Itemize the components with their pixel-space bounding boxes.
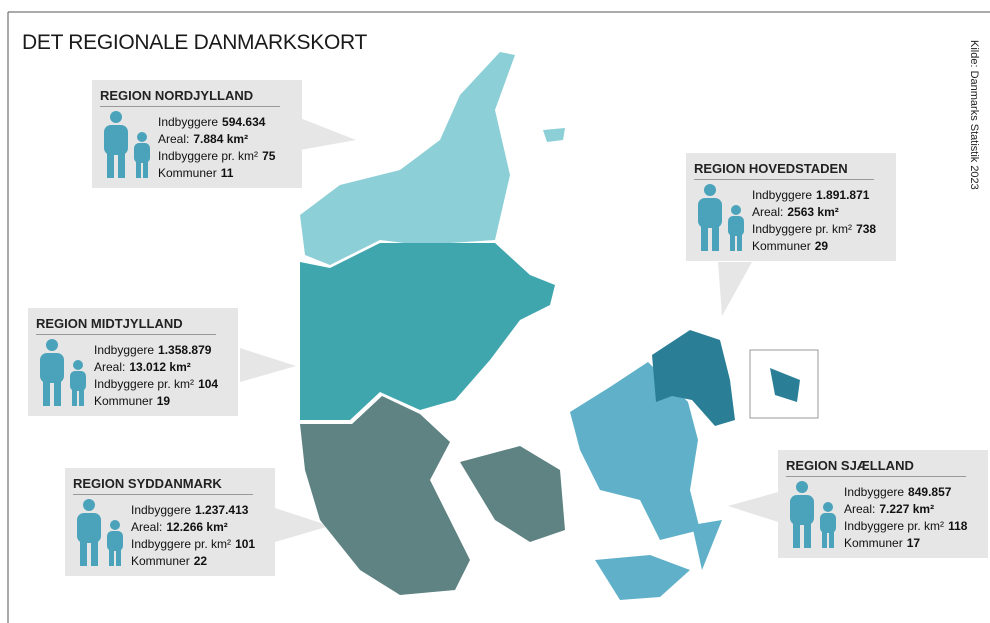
stat-label: Kommuner xyxy=(844,536,903,550)
stat-value: 11 xyxy=(220,166,234,180)
region-box: REGION SYDDANMARK Indbyggere 1.237.413 Area… xyxy=(65,468,275,576)
stat-label: Indbyggere pr. km² xyxy=(844,519,945,533)
stat-label: Indbyggere xyxy=(94,343,155,357)
stat-row: Kommuner 22 xyxy=(131,553,255,570)
stat-label: Indbyggere pr. km² xyxy=(158,149,259,163)
stat-value: 13.012 km² xyxy=(129,360,191,374)
stats: Indbyggere 1.891.871 Areal: 2563 km² Indbygg… xyxy=(752,187,876,255)
bornholm xyxy=(770,368,800,402)
stat-row: Indbyggere pr. km² 738 xyxy=(752,221,876,238)
stat-value: 104 xyxy=(198,377,219,391)
region-name: REGION NORDJYLLAND xyxy=(100,88,280,107)
stat-row: Indbyggere pr. km² 75 xyxy=(158,148,275,165)
stat-label: Areal: xyxy=(131,520,163,534)
stat-value: 12.266 km² xyxy=(166,520,228,534)
stat-value: 7.884 km² xyxy=(193,132,249,146)
source: Kilde: Danmarks Statistik 2023 xyxy=(968,40,980,190)
stat-value: 101 xyxy=(235,537,256,551)
stats: Indbyggere 594.634 Areal: 7.884 km² Indbygge… xyxy=(158,114,275,182)
stat-row: Areal: 13.012 km² xyxy=(94,359,218,376)
stat-value: 738 xyxy=(856,222,877,236)
region-name: REGION SYDDANMARK xyxy=(73,476,253,495)
stat-label: Indbyggere pr. km² xyxy=(131,537,232,551)
stat-row: Indbyggere pr. km² 101 xyxy=(131,536,255,553)
nordjylland xyxy=(300,52,565,265)
stat-row: Indbyggere pr. km² 104 xyxy=(94,376,218,393)
stat-label: Areal: xyxy=(158,132,190,146)
region-box: REGION NORDJYLLAND Indbyggere 594.634 Areal… xyxy=(92,80,302,188)
stat-label: Indbyggere xyxy=(844,485,905,499)
region-box: REGION MIDTJYLLAND Indbyggere 1.358.879 Are… xyxy=(28,308,238,416)
stats: Indbyggere 1.237.413 Areal: 12.266 km² Indby… xyxy=(131,502,255,570)
stat-value: 7.227 km² xyxy=(879,502,935,516)
region-box: REGION HOVEDSTADEN Indbyggere 1.891.871 Are… xyxy=(686,153,896,261)
stat-row: Areal: 7.884 km² xyxy=(158,131,275,148)
region-name: REGION MIDTJYLLAND xyxy=(36,316,216,335)
sjaelland xyxy=(570,362,722,600)
hovedstaden xyxy=(652,330,735,426)
stat-row: Indbyggere 1.358.879 xyxy=(94,342,218,359)
stat-value: 75 xyxy=(262,149,276,163)
stat-value: 118 xyxy=(948,519,968,533)
stat-label: Indbyggere pr. km² xyxy=(752,222,853,236)
stat-value: 22 xyxy=(193,554,208,568)
callouts xyxy=(240,118,778,542)
stats: Indbyggere 849.857 Areal: 7.227 km² Indbygge… xyxy=(844,484,967,552)
stat-value: 29 xyxy=(814,239,829,253)
person-icon xyxy=(698,184,744,251)
stat-row: Indbyggere 594.634 xyxy=(158,114,275,131)
stat-row: Kommuner 29 xyxy=(752,238,876,255)
stat-row: Indbyggere pr. km² 118 xyxy=(844,518,967,535)
midtjylland xyxy=(300,243,555,420)
stat-value: 17 xyxy=(906,536,921,550)
region-box: REGION SJÆLLAND Indbyggere 849.857 Areal: 7.… xyxy=(778,450,988,558)
stat-label: Indbyggere xyxy=(131,503,192,517)
stat-row: Areal: 12.266 km² xyxy=(131,519,255,536)
stat-value: 849.857 xyxy=(908,485,952,499)
stat-row: Indbyggere 1.237.413 xyxy=(131,502,255,519)
stat-value: 19 xyxy=(156,394,171,408)
stat-row: Indbyggere 849.857 xyxy=(844,484,967,501)
stat-label: Indbyggere xyxy=(752,188,813,202)
stat-value: 1.237.413 xyxy=(195,503,249,517)
title: DET REGIONALE DANMARKSKORT xyxy=(22,31,367,54)
stat-value: 594.634 xyxy=(222,115,266,129)
stat-label: Indbyggere xyxy=(158,115,219,129)
stat-label: Kommuner xyxy=(752,239,811,253)
stat-value: 1.891.871 xyxy=(816,188,870,202)
stat-row: Kommuner 19 xyxy=(94,393,218,410)
bornholm-inset xyxy=(749,349,819,419)
stat-value: 2563 km² xyxy=(787,205,839,219)
syddanmark xyxy=(300,396,565,595)
region-name: REGION HOVEDSTADEN xyxy=(694,161,874,180)
stat-row: Areal: 2563 km² xyxy=(752,204,876,221)
stat-row: Indbyggere 1.891.871 xyxy=(752,187,876,204)
stat-row: Kommuner 17 xyxy=(844,535,967,552)
stats: Indbyggere 1.358.879 Areal: 13.012 km² Indby… xyxy=(94,342,218,410)
stat-label: Kommuner xyxy=(94,394,153,408)
stat-row: Kommuner 11 xyxy=(158,165,275,182)
stat-label: Indbyggere pr. km² xyxy=(94,377,195,391)
person-icon xyxy=(40,339,86,406)
stat-row: Areal: 7.227 km² xyxy=(844,501,967,518)
stat-value: 1.358.879 xyxy=(158,343,212,357)
person-icon xyxy=(77,499,123,566)
person-icon xyxy=(104,111,150,178)
stat-label: Areal: xyxy=(844,502,876,516)
stat-label: Kommuner xyxy=(158,166,217,180)
stat-label: Areal: xyxy=(752,205,784,219)
person-icon xyxy=(790,481,836,548)
region-name: REGION SJÆLLAND xyxy=(786,458,966,477)
stat-label: Kommuner xyxy=(131,554,190,568)
stat-label: Areal: xyxy=(94,360,126,374)
